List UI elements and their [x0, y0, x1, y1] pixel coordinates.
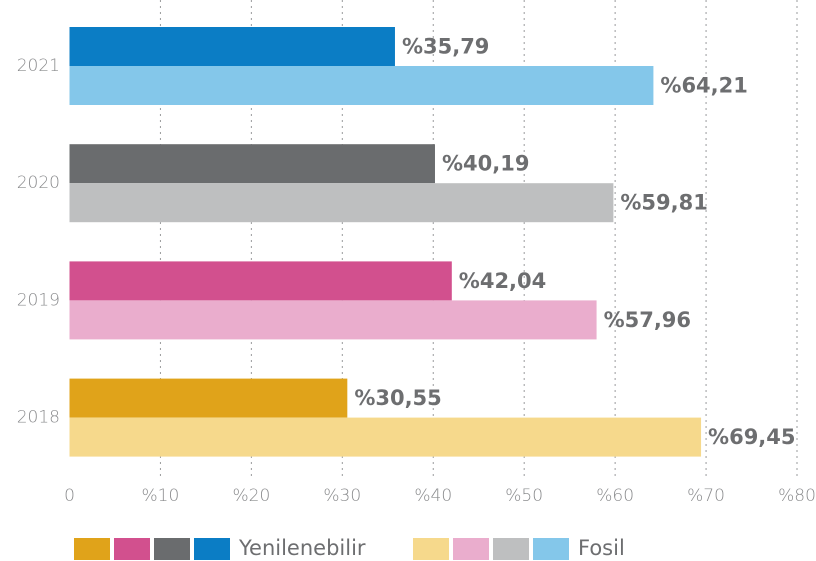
bar — [69, 417, 702, 457]
y-tick-label: 2018 — [17, 408, 60, 428]
x-tick-label: 0 — [64, 486, 75, 506]
value-label: %40,19 — [442, 152, 529, 176]
legend-swatch — [493, 538, 529, 560]
value-label: %35,79 — [402, 35, 489, 59]
x-tick-label: %50 — [505, 486, 543, 506]
legend-label: Yenilenebilir — [238, 536, 366, 560]
bar — [69, 378, 348, 418]
bar — [69, 27, 395, 66]
x-tick-label: %20 — [232, 486, 270, 506]
value-label: %42,04 — [459, 269, 546, 293]
x-tick-label: %10 — [142, 486, 180, 506]
y-tick-label: 2020 — [17, 173, 60, 193]
x-tick-label: %70 — [687, 486, 725, 506]
legend-label: Fosil — [578, 536, 625, 560]
legend-swatch — [533, 538, 569, 560]
value-label: %59,81 — [620, 191, 707, 215]
x-tick-label: %40 — [414, 486, 452, 506]
x-tick-label: %80 — [778, 486, 816, 506]
value-label: %69,45 — [708, 425, 795, 449]
x-tick-label: %30 — [323, 486, 361, 506]
bar — [69, 261, 452, 301]
bar — [69, 144, 435, 184]
x-tick-label: %60 — [596, 486, 634, 506]
y-tick-label: 2019 — [17, 290, 60, 310]
legend-swatch — [194, 538, 230, 560]
legend-swatch — [453, 538, 489, 560]
legend-swatch — [413, 538, 449, 560]
bar — [69, 66, 654, 105]
bar — [69, 300, 597, 340]
value-label: %30,55 — [354, 386, 441, 410]
y-tick-label: 2021 — [17, 56, 60, 76]
legend-swatch — [74, 538, 110, 560]
value-label: %64,21 — [660, 74, 747, 98]
legend-swatch — [114, 538, 150, 560]
bar — [69, 183, 614, 223]
legend-swatch — [154, 538, 190, 560]
value-label: %57,96 — [604, 308, 691, 332]
